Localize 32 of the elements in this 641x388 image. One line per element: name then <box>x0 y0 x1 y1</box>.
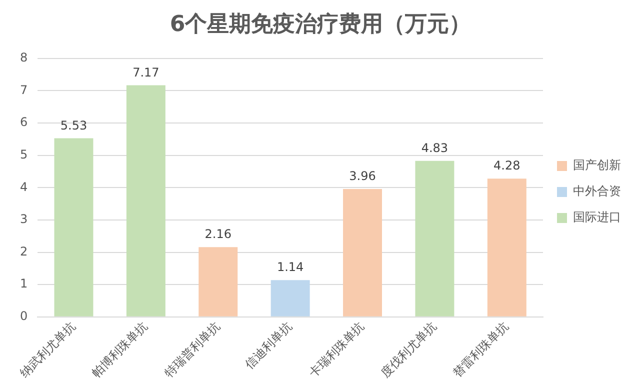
x-tick-label: 信迪利单抗 <box>242 319 295 372</box>
data-label: 4.28 <box>494 158 520 173</box>
bar <box>487 178 526 316</box>
legend-label: 国产创新 <box>573 158 621 172</box>
x-tick-label: 帕博利珠单抗 <box>89 319 150 380</box>
data-label: 1.14 <box>276 260 304 274</box>
legend-label: 国际进口 <box>573 210 621 224</box>
chart-title: 6个星期免疫治疗费用（万元） <box>170 12 472 37</box>
bar <box>343 188 382 316</box>
y-tick-label: 5 <box>20 147 28 162</box>
bar <box>54 138 94 316</box>
y-tick-label: 6 <box>20 115 28 130</box>
x-tick-label: 特瑞普利单抗 <box>162 319 222 380</box>
y-tick-label: 2 <box>20 244 28 258</box>
x-tick-label: 替雷利珠单抗 <box>450 319 512 380</box>
bar <box>126 85 166 316</box>
data-label: 5.53 <box>60 118 88 132</box>
x-tick-label: 卡瑞利珠单抗 <box>306 319 367 380</box>
y-tick-label: 4 <box>20 180 28 194</box>
data-label: 3.96 <box>349 169 376 184</box>
bar <box>415 160 454 316</box>
y-tick-label: 3 <box>20 212 28 226</box>
y-tick-label: 7 <box>20 82 28 97</box>
y-tick-label: 1 <box>20 276 28 291</box>
bar <box>270 280 310 316</box>
data-label: 7.17 <box>132 65 160 80</box>
legend-label: 中外合资 <box>573 184 621 198</box>
data-label: 2.16 <box>204 227 232 242</box>
data-label: 4.83 <box>421 140 448 155</box>
bar <box>198 247 238 316</box>
y-tick-label: 8 <box>20 50 28 65</box>
x-tick-label: 度伐利尤单抗 <box>378 319 440 380</box>
